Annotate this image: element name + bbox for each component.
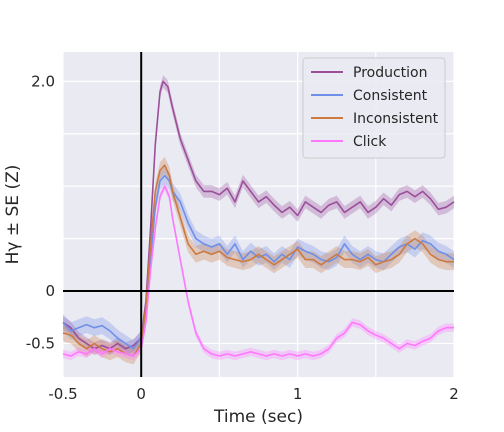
y-tick-label: 2.0 <box>31 72 55 90</box>
x-tick-label: 1 <box>293 385 303 403</box>
tick-labels: -0.5 0 1 2 -0.5 0 2.0 <box>26 72 459 403</box>
x-tick-label: 0 <box>136 385 146 403</box>
y-axis-label: Hγ ± SE (Z) <box>3 165 23 265</box>
y-tick-label: 0 <box>45 282 55 300</box>
x-axis-label: Time (sec) <box>213 407 303 427</box>
series-band-2 <box>63 156 454 365</box>
y-tick-label: -0.5 <box>26 334 55 352</box>
legend-label: Consistent <box>353 88 428 104</box>
legend-box <box>302 57 446 159</box>
series-line-3 <box>62 185 454 357</box>
legend-label: Click <box>353 134 387 150</box>
series-line-0 <box>62 80 455 350</box>
error-bands <box>63 75 454 365</box>
series-band-3 <box>63 182 454 361</box>
legend-label: Production <box>353 65 427 81</box>
series-band-1 <box>63 167 454 358</box>
x-tick-label: 2 <box>449 385 459 403</box>
legend: Production Consistent Inconsistent Click <box>302 57 446 159</box>
series-line-1 <box>62 174 455 350</box>
legend-label: Inconsistent <box>353 111 439 127</box>
series-lines <box>62 80 455 357</box>
reference-lines <box>63 52 454 377</box>
x-tick-label: -0.5 <box>48 385 77 403</box>
